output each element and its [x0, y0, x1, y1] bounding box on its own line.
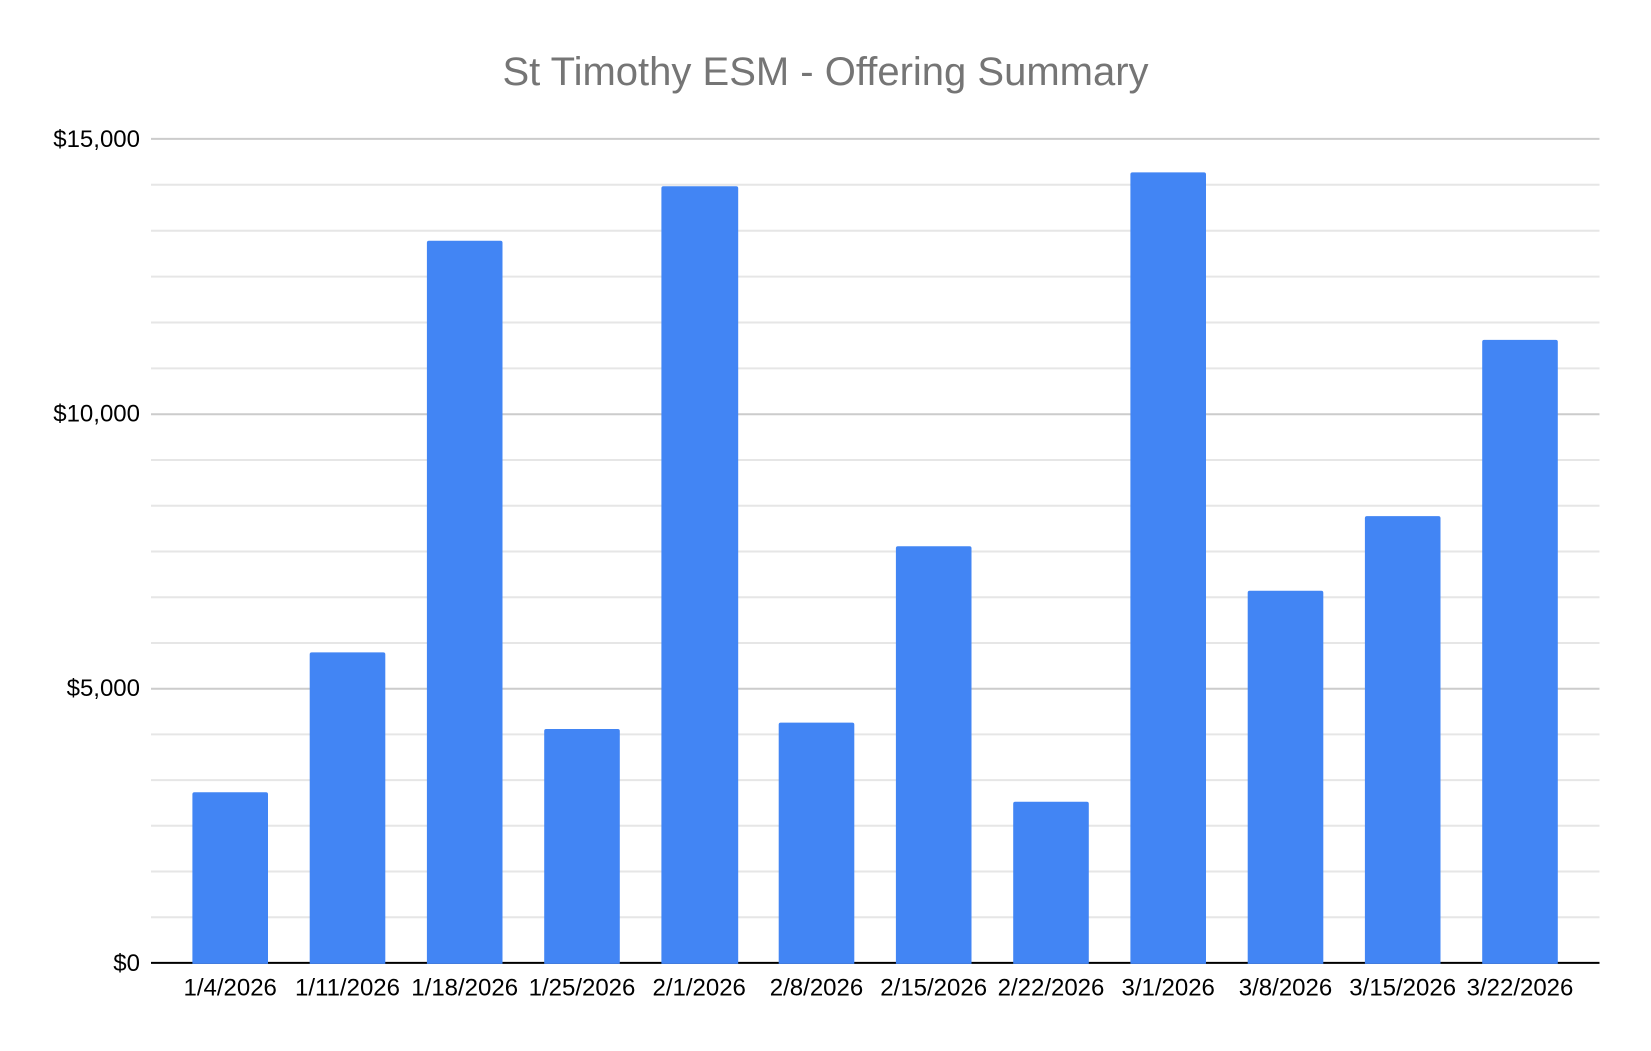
svg-text:1/4/2026: 1/4/2026	[183, 975, 276, 1002]
svg-text:3/1/2026: 3/1/2026	[1121, 975, 1214, 1002]
svg-text:1/18/2026: 1/18/2026	[411, 975, 518, 1002]
svg-text:$0: $0	[113, 950, 140, 977]
svg-text:$10,000: $10,000	[53, 401, 140, 428]
svg-text:3/8/2026: 3/8/2026	[1239, 975, 1332, 1002]
svg-text:3/22/2026: 3/22/2026	[1467, 975, 1574, 1002]
svg-text:2/8/2026: 2/8/2026	[770, 975, 863, 1002]
svg-text:St Timothy ESM - Offering Summ: St Timothy ESM - Offering Summary	[502, 50, 1148, 94]
svg-text:1/11/2026: 1/11/2026	[295, 975, 400, 1002]
svg-text:2/15/2026: 2/15/2026	[880, 975, 987, 1002]
svg-text:$5,000: $5,000	[67, 675, 140, 702]
svg-text:3/15/2026: 3/15/2026	[1349, 975, 1456, 1002]
svg-text:2/1/2026: 2/1/2026	[652, 975, 745, 1002]
svg-text:1/25/2026: 1/25/2026	[529, 975, 636, 1002]
svg-text:2/22/2026: 2/22/2026	[998, 975, 1105, 1002]
svg-text:$15,000: $15,000	[53, 126, 140, 153]
